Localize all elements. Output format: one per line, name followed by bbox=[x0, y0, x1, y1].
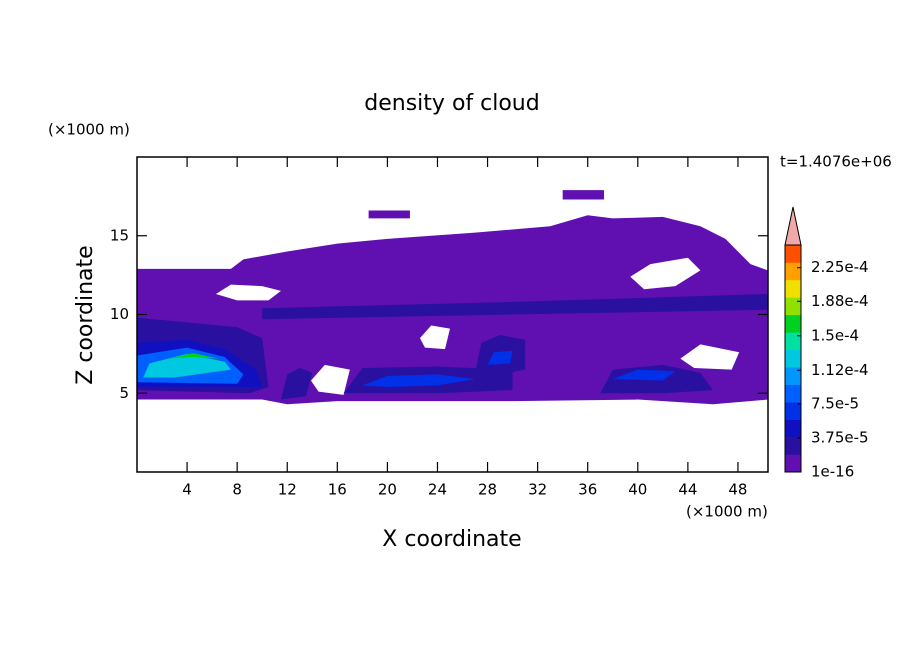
colorbar-band bbox=[785, 437, 801, 455]
x-tick-label: 36 bbox=[578, 481, 597, 499]
contour-region bbox=[280, 368, 313, 400]
colorbar-band bbox=[785, 314, 801, 333]
x-tick-label: 4 bbox=[182, 481, 192, 499]
contour-region bbox=[215, 284, 281, 301]
x-tick-label: 48 bbox=[728, 481, 747, 499]
x-tick-label: 8 bbox=[232, 481, 242, 499]
colorbar-extension bbox=[784, 206, 802, 246]
contour-region bbox=[362, 374, 476, 387]
y-tick-label: 15 bbox=[110, 226, 129, 244]
colorbar-tick-label: 1e-16 bbox=[811, 463, 854, 481]
colorbar-band bbox=[785, 332, 801, 351]
colorbar-band bbox=[785, 279, 801, 298]
x-tick-label: 44 bbox=[678, 481, 697, 499]
chart-title: density of cloud bbox=[364, 91, 539, 116]
colorbar-band bbox=[785, 262, 801, 281]
colorbar-tick-label: 7.5e-5 bbox=[811, 394, 859, 412]
y-unit: (×1000 m) bbox=[48, 121, 130, 139]
contour-region bbox=[311, 364, 350, 395]
contour-region bbox=[368, 210, 410, 219]
x-tick-label: 16 bbox=[328, 481, 347, 499]
contour-region bbox=[143, 353, 231, 378]
colorbar-band bbox=[785, 297, 801, 316]
x-axis-label: X coordinate bbox=[382, 527, 521, 552]
x-tick-label: 32 bbox=[528, 481, 547, 499]
x-tick-label: 40 bbox=[628, 481, 647, 499]
contour-region bbox=[630, 257, 701, 290]
colorbar-band bbox=[785, 367, 801, 385]
y-tick-label: 5 bbox=[119, 384, 129, 402]
colorbar-band bbox=[785, 419, 801, 438]
colorbar-tick-label: 1.88e-4 bbox=[811, 292, 869, 310]
colorbar-band bbox=[785, 454, 801, 473]
contour-region bbox=[487, 350, 513, 365]
x-tick-label: 24 bbox=[428, 481, 447, 499]
colorbar-frame bbox=[784, 244, 802, 473]
y-axis-label: Z coordinate bbox=[73, 245, 98, 384]
x-unit: (×1000 m) bbox=[686, 503, 768, 521]
colorbar-band bbox=[785, 349, 801, 368]
x-tick-label: 20 bbox=[378, 481, 397, 499]
contour-region bbox=[680, 344, 740, 370]
colorbar-band bbox=[785, 384, 801, 403]
contour-region bbox=[262, 294, 768, 320]
colorbar-tick-label: 3.75e-5 bbox=[811, 428, 869, 446]
colorbar-tick-label: 1.12e-4 bbox=[811, 361, 869, 379]
x-tick-label: 12 bbox=[278, 481, 297, 499]
contour-region bbox=[612, 369, 676, 381]
colorbar-tick-label: 1.5e-4 bbox=[811, 326, 859, 344]
x-tick-label: 28 bbox=[478, 481, 497, 499]
contour-region bbox=[168, 353, 219, 359]
time-label: t=1.4076e+06 bbox=[780, 153, 892, 171]
y-tick-label: 10 bbox=[110, 305, 129, 323]
colorbar-band bbox=[785, 402, 801, 420]
contour-region bbox=[562, 190, 604, 200]
contour-region bbox=[419, 325, 450, 350]
colorbar-band bbox=[785, 245, 801, 263]
colorbar-tick-label: 2.25e-4 bbox=[811, 258, 869, 276]
